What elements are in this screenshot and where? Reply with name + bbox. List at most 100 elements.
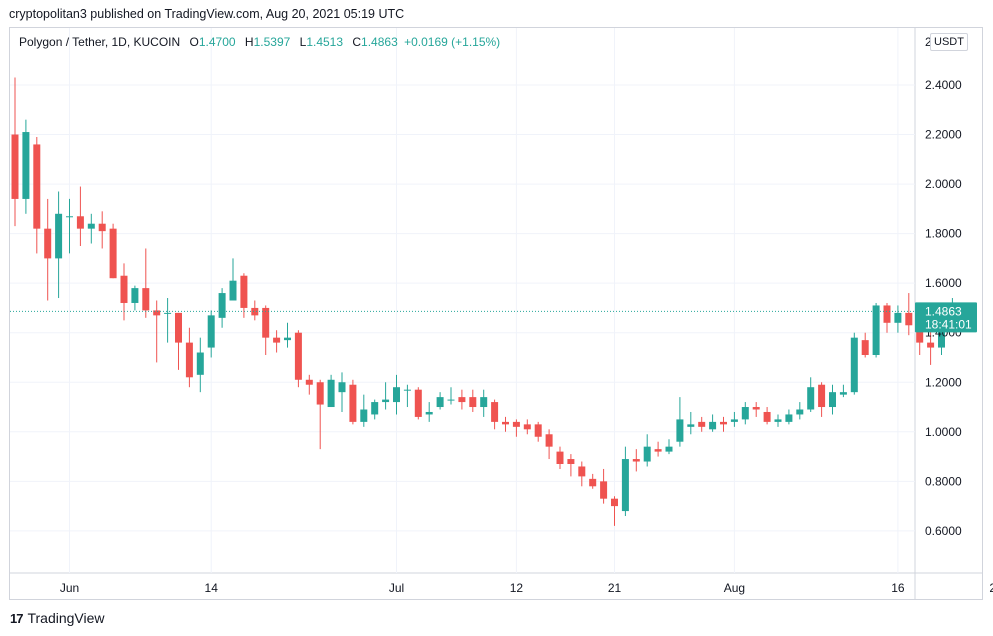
candle-body (632, 459, 640, 462)
candle-body (894, 312, 902, 323)
candle (512, 419, 520, 437)
candle-body (752, 407, 760, 410)
time-tick-label: Jun (60, 581, 79, 595)
candle-body (491, 402, 499, 422)
price-tick-label: 2.0000 (925, 177, 962, 191)
partial-top-tick: 2 (925, 35, 932, 49)
price-badge-countdown: 18:41:01 (925, 317, 972, 331)
low-label: L (299, 35, 307, 49)
candle (338, 372, 346, 412)
currency-badge[interactable]: USDT (930, 33, 968, 51)
candle (305, 374, 313, 395)
candle (229, 258, 237, 301)
candle (763, 407, 771, 425)
candle (665, 439, 673, 455)
candle (153, 300, 161, 363)
candle-body (44, 228, 52, 259)
candle (120, 263, 128, 321)
candle-body (676, 419, 684, 442)
candle (545, 429, 553, 460)
candle (829, 384, 836, 415)
candle (502, 416, 509, 432)
candle (393, 374, 400, 415)
candle (905, 293, 913, 336)
candle-body (436, 397, 444, 408)
candle (196, 337, 204, 393)
candle (403, 384, 411, 408)
candle-body (403, 389, 411, 391)
candle-body (229, 280, 237, 301)
chart-grid (10, 28, 983, 600)
candle-body (87, 223, 95, 229)
candle-body (480, 397, 488, 408)
candle (534, 421, 542, 442)
candle (491, 399, 499, 430)
open-label: O (189, 35, 199, 49)
candle (22, 119, 30, 214)
candle-body (33, 144, 41, 229)
candle (349, 379, 357, 425)
candle (796, 402, 804, 420)
candle-body (523, 424, 531, 430)
candle (872, 302, 880, 358)
time-tick-label: Jul (389, 581, 404, 595)
close-value: 1.4863 (361, 35, 398, 49)
time-tick-label: 16 (891, 581, 905, 595)
brand-name: TradingView (27, 610, 105, 626)
candle (861, 332, 869, 358)
candle (698, 416, 706, 432)
candle (294, 330, 302, 388)
candle (556, 446, 564, 469)
close-label: C (352, 35, 362, 49)
candle (720, 416, 727, 432)
candle-body (774, 419, 782, 422)
candle-body (567, 459, 575, 464)
candle-body (611, 498, 618, 507)
candle (371, 399, 379, 420)
candle (643, 434, 651, 467)
candle-body (164, 312, 172, 314)
candle-body (382, 399, 390, 403)
candle (818, 382, 826, 417)
time-tick-label: 12 (510, 581, 524, 595)
candle-body (589, 478, 597, 487)
candle (741, 402, 749, 425)
candle (469, 389, 477, 412)
candle-body (469, 397, 477, 408)
candle (523, 419, 531, 435)
candle-body (284, 337, 291, 341)
candle-body (109, 228, 117, 279)
candle (567, 454, 575, 477)
candle-body (349, 384, 357, 422)
candle (894, 305, 902, 333)
candle (327, 374, 335, 408)
candle (55, 191, 63, 299)
candle (480, 389, 488, 417)
candle (611, 496, 618, 526)
time-axis: Jun 14 Jul 12 21 Aug 16 25 (60, 581, 993, 595)
candle (883, 302, 891, 333)
candle-body (196, 352, 204, 375)
candle-body (371, 402, 379, 415)
candle-body (621, 459, 629, 512)
candle (76, 186, 84, 246)
high-label: H (244, 35, 254, 49)
change-value: +0.0169 (+1.15%) (404, 35, 501, 49)
candle (240, 273, 248, 318)
candle-body (273, 337, 281, 343)
candle-body (251, 307, 259, 316)
candle (284, 322, 291, 348)
price-tick-label: 0.8000 (925, 474, 962, 488)
candle (578, 461, 586, 487)
candle-body (905, 312, 913, 326)
candle (589, 473, 597, 489)
candle (316, 379, 324, 450)
candle-body (720, 421, 727, 425)
candle (33, 137, 41, 254)
candle-body (600, 481, 608, 499)
candle (458, 389, 466, 410)
candle (251, 300, 259, 321)
high-value: 1.5397 (253, 35, 291, 49)
